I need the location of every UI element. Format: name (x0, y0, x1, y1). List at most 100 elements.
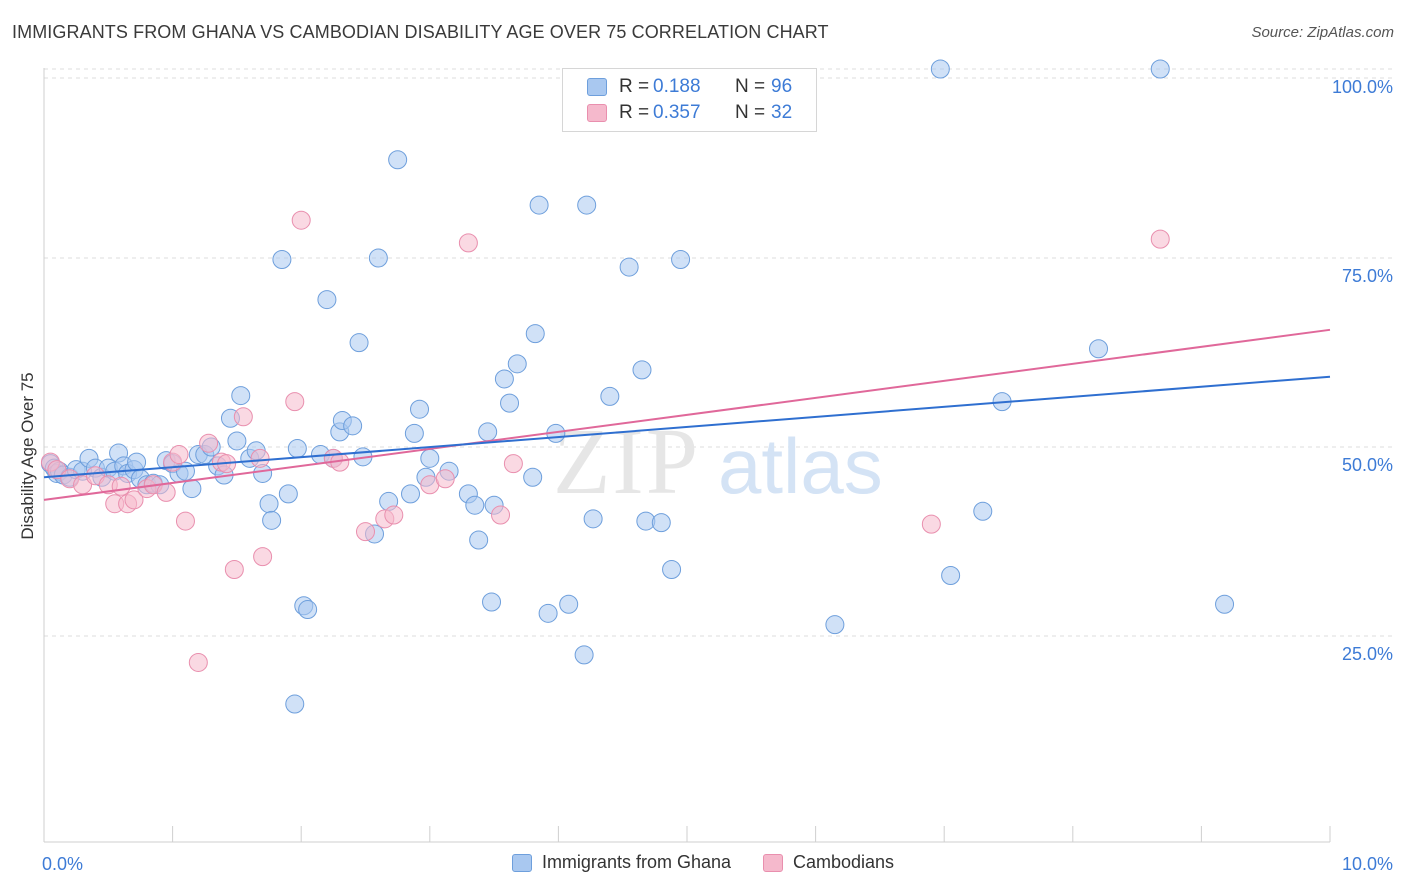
cambodian-point (85, 466, 105, 486)
ghana-point (494, 369, 514, 389)
ghana-point (583, 509, 603, 529)
axes (43, 68, 1331, 843)
ghana-point (525, 324, 545, 344)
y-tick-label: 100.0% (1332, 77, 1393, 97)
cambodian-trend-line (43, 328, 1331, 501)
ghana-point (227, 431, 247, 451)
ghana-point (262, 510, 282, 530)
cambodian-point (356, 522, 375, 542)
ghana-point (182, 479, 202, 499)
ghana-point (420, 448, 440, 468)
ghana-point (287, 439, 307, 459)
ghana-point (523, 467, 543, 487)
legend-row-ghana: R = 0.188 N = 96 (587, 75, 792, 99)
legend-item-ghana[interactable]: Immigrants from Ghana (511, 852, 731, 873)
grid-lines (44, 68, 1392, 637)
trend-lines (43, 328, 1331, 501)
cambodian-point (384, 505, 404, 525)
legend-r-label: R = (619, 76, 650, 97)
ghana-point (478, 422, 498, 442)
ghana-point (272, 250, 292, 270)
ghana-point (127, 452, 147, 472)
series-legend: Immigrants from Ghana Cambodians (0, 852, 1406, 873)
ghana-point (574, 645, 594, 665)
ghana-point (285, 694, 305, 714)
ghana-point (973, 501, 993, 521)
ghana-point (619, 257, 639, 277)
cambodian-point (253, 547, 273, 567)
x-tick-label: 10.0% (1342, 854, 1393, 874)
y-tick-label: 25.0% (1342, 644, 1393, 664)
y-tick-label: 50.0% (1342, 455, 1393, 475)
watermark: ZIP atlas (553, 410, 883, 514)
cambodian-point (73, 475, 93, 495)
ghana-point (825, 615, 845, 635)
legend-n-label: N = (735, 102, 766, 123)
legend-swatch-ghana (587, 78, 607, 96)
ghana-point (930, 59, 950, 79)
ghana-point (410, 399, 430, 419)
cambodian-point (503, 454, 523, 474)
series-ghana-points (40, 59, 1235, 714)
legend-r-value: 0.357 (653, 102, 701, 123)
ghana-point (231, 386, 251, 406)
watermark-atlas: atlas (718, 422, 883, 510)
legend-n-value: 96 (771, 76, 793, 97)
cambodian-point (491, 505, 511, 525)
ghana-point (1089, 339, 1109, 359)
ghana-point (632, 360, 652, 380)
source-credit: Source: ZipAtlas.com (1251, 24, 1394, 41)
ghana-point (343, 416, 363, 436)
ghana-point (941, 566, 961, 586)
cambodian-point (233, 407, 253, 427)
ghana-point (600, 386, 620, 406)
ghana-point (317, 290, 337, 310)
cambodian-point (291, 210, 311, 230)
ghana-point (298, 600, 318, 620)
ghana-point (482, 592, 502, 612)
ghana-point (465, 495, 485, 515)
ghana-point (500, 393, 520, 413)
ghana-point (538, 603, 558, 623)
cambodian-point (458, 233, 478, 253)
cambodian-point (111, 476, 131, 496)
ghana-point (1215, 594, 1235, 614)
ghana-point (278, 484, 298, 504)
legend-swatch-cambodian (763, 853, 783, 872)
legend-item-cambodian[interactable]: Cambodians (763, 852, 894, 873)
cambodian-point (250, 448, 270, 468)
legend-swatch-cambodian (587, 104, 607, 122)
tick-labels: 25.0% 50.0% 75.0% 100.0% 0.0% 10.0% (42, 77, 1393, 874)
x-tick-label: 0.0% (42, 854, 83, 874)
ghana-point (559, 594, 579, 614)
cambodian-point (47, 460, 67, 480)
ghana-point (529, 195, 549, 215)
cambodian-point (169, 445, 189, 465)
cambodian-point (285, 392, 305, 412)
ghana-point (388, 150, 408, 170)
correlation-legend: R = 0.188 N = 96 R = 0.357 N = 32 (562, 68, 817, 132)
chart-title: IMMIGRANTS FROM GHANA VS CAMBODIAN DISAB… (12, 22, 829, 42)
legend-n-value: 32 (771, 102, 793, 123)
cambodian-point (175, 511, 195, 531)
cambodian-point (224, 559, 244, 579)
cambodian-point (188, 652, 208, 672)
legend-r-label: R = (619, 102, 650, 123)
ghana-trend-line (43, 375, 1331, 479)
ghana-point (577, 195, 597, 215)
y-tick-label: 75.0% (1342, 266, 1393, 286)
y-axis-label: Disability Age Over 75 (18, 372, 37, 540)
cambodian-point (435, 469, 455, 489)
ghana-point (671, 250, 691, 270)
ghana-point (1150, 59, 1170, 79)
cambodian-point (156, 482, 176, 502)
ghana-point (349, 333, 369, 353)
cambodian-point (921, 514, 941, 534)
cambodian-point (124, 490, 144, 510)
legend-label-cambodian: Cambodians (793, 852, 895, 872)
ghana-point (259, 494, 279, 514)
ghana-point (368, 248, 388, 268)
legend-label-ghana: Immigrants from Ghana (541, 852, 731, 872)
legend-swatch-ghana (511, 853, 532, 872)
